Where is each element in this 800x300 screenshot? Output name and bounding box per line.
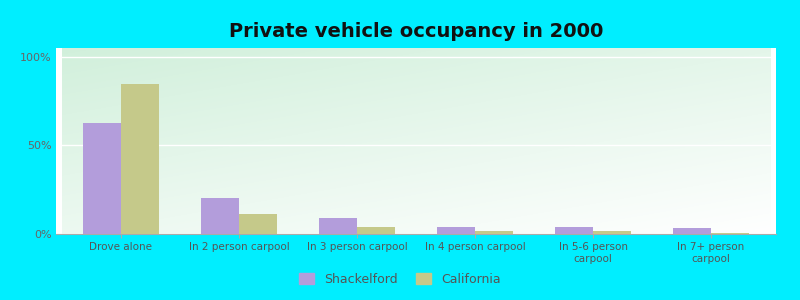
- Bar: [319, 218, 357, 234]
- Bar: [674, 228, 711, 234]
- Bar: [475, 231, 513, 234]
- Legend: Shackelford, California: Shackelford, California: [294, 268, 506, 291]
- Bar: [239, 214, 277, 234]
- Bar: [711, 232, 749, 234]
- Bar: [555, 227, 593, 234]
- Bar: [201, 198, 239, 234]
- Bar: [438, 227, 475, 234]
- Bar: [357, 227, 394, 234]
- Title: Private vehicle occupancy in 2000: Private vehicle occupancy in 2000: [229, 22, 603, 41]
- Bar: [121, 84, 158, 234]
- Bar: [593, 231, 631, 234]
- Bar: [83, 123, 121, 234]
